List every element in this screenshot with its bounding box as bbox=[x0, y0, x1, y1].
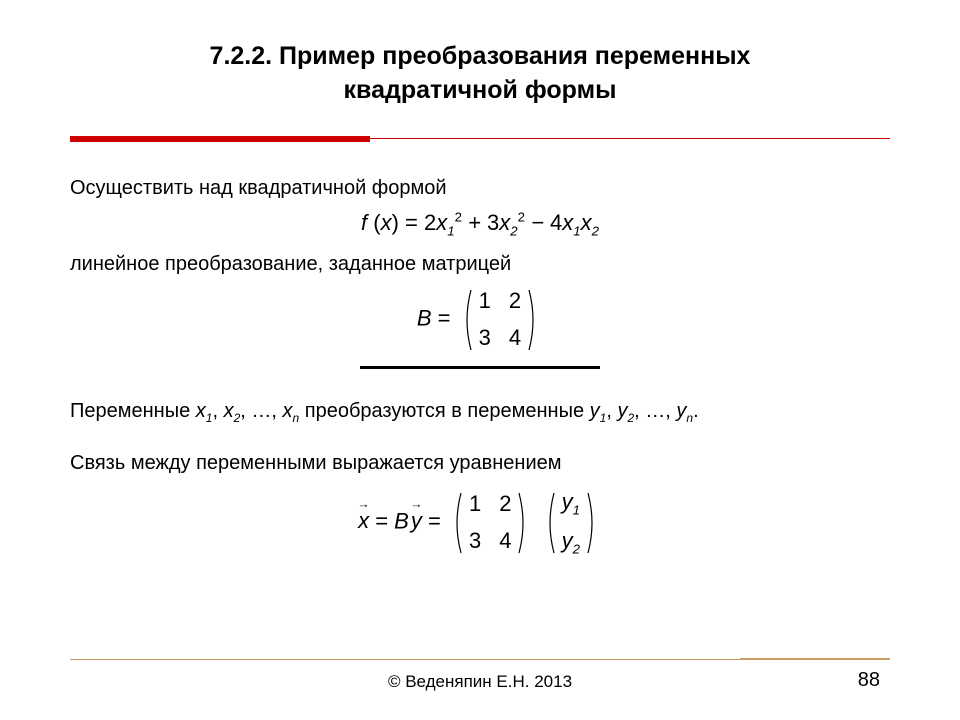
paren-left-icon bbox=[544, 491, 556, 555]
paragraph-1: Осуществить над квадратичной формой bbox=[70, 174, 890, 202]
matrix-B-2: 1 2 3 4 bbox=[451, 487, 530, 559]
vector-y: y1 y2 bbox=[544, 485, 598, 561]
title-line-1: 7.2.2. Пример преобразования переменных bbox=[210, 42, 751, 70]
equation-1: f (x) = 2x12 + 3x22 − 4x1x2 bbox=[70, 208, 890, 241]
footer-thick bbox=[740, 658, 890, 660]
equation-3: x = By = 1 2 3 4 y1 y2 bbox=[70, 485, 890, 561]
slide-title: 7.2.2. Пример преобразования переменных … bbox=[70, 40, 890, 108]
footer-rule bbox=[70, 658, 890, 660]
accent-rule bbox=[70, 136, 890, 142]
matrix-B: 1 2 3 4 bbox=[461, 284, 540, 356]
footer-thin bbox=[70, 659, 740, 660]
paragraph-3: Переменные x1, x2, …, xn преобразуются в… bbox=[70, 397, 890, 427]
page-number: 88 bbox=[858, 669, 880, 692]
paragraph-4: Связь между переменными выражается уравн… bbox=[70, 449, 890, 477]
paren-right-icon bbox=[517, 491, 529, 555]
accent-thin bbox=[370, 138, 890, 139]
slide-body: Осуществить над квадратичной формой f (x… bbox=[70, 174, 890, 561]
paren-left-icon bbox=[451, 491, 463, 555]
paren-left-icon bbox=[461, 288, 473, 352]
equation-2: B = 1 2 3 4 bbox=[70, 284, 890, 356]
accent-thick bbox=[70, 136, 370, 142]
paragraph-2: линейное преобразование, заданное матриц… bbox=[70, 250, 890, 278]
title-line-2: квадратичной формы bbox=[344, 76, 617, 104]
copyright: © Веденяпин Е.Н. 2013 bbox=[0, 672, 960, 692]
paren-right-icon bbox=[527, 288, 539, 352]
paren-right-icon bbox=[586, 491, 598, 555]
separator-line bbox=[360, 366, 600, 369]
